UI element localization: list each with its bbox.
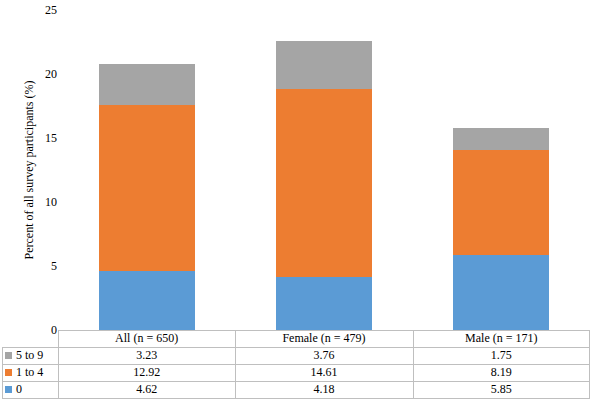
- html-text:3.76: 3.76: [313, 348, 335, 362]
- html-text:14.61: 14.61: [310, 365, 338, 379]
- svg-text:0: 0: [51, 323, 57, 337]
- html-text:5 to 9: 5 to 9: [16, 348, 44, 362]
- html-text:Male (n = 171): Male (n = 171): [465, 331, 538, 345]
- svg-text:20: 20: [45, 67, 57, 81]
- html-text:1.75: 1.75: [490, 348, 512, 362]
- html-text:12.92: 12.92: [133, 365, 161, 379]
- svg-text:15: 15: [45, 131, 57, 145]
- svg-text:Percent of all survey particip: Percent of all survey participants (%): [22, 81, 36, 260]
- html-text:1 to 4: 1 to 4: [16, 365, 44, 379]
- html-text:4.62: 4.62: [136, 382, 158, 396]
- html-text:All (n = 650): All (n = 650): [115, 331, 179, 345]
- html-text:8.19: 8.19: [490, 365, 512, 379]
- html-text:0: 0: [16, 382, 22, 396]
- html-text:5.85: 5.85: [490, 382, 512, 396]
- svg-text:25: 25: [45, 3, 57, 17]
- html-text:4.18: 4.18: [313, 382, 335, 396]
- svg-text:5: 5: [51, 259, 57, 273]
- html-text:Female (n = 479): Female (n = 479): [282, 331, 366, 345]
- svg-text:10: 10: [45, 195, 57, 209]
- html-text:3.23: 3.23: [136, 348, 158, 362]
